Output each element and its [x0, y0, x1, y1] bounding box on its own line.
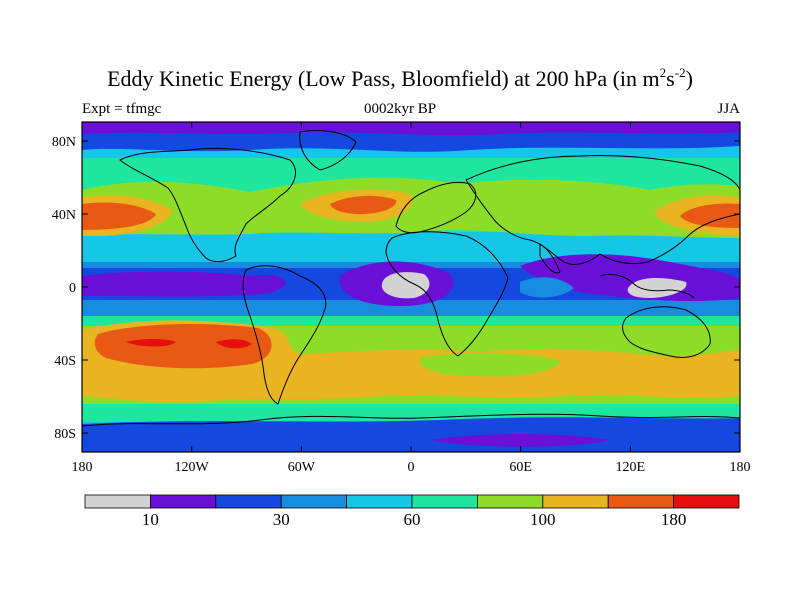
colorbar-label: 60 — [404, 510, 421, 529]
lon-label: 60W — [288, 460, 316, 475]
antarctic-purple — [430, 434, 610, 447]
lon-label: 180 — [730, 460, 751, 475]
lat-axis: 80N 40N 0 40S 80S — [52, 135, 740, 442]
colorbar-swatch — [215, 494, 282, 509]
title-sup-2: 2 — [659, 65, 667, 80]
lon-label: 0 — [408, 460, 415, 475]
sh-red-core-east — [216, 339, 252, 349]
lat-label: 40N — [52, 208, 76, 223]
lat-label: 0 — [69, 281, 76, 296]
title-sup-minus2: -2 — [674, 65, 686, 80]
coast-antarctica — [82, 413, 740, 427]
time-label: 0002kyr BP — [363, 101, 437, 117]
sh-red-core-west — [126, 339, 176, 347]
colorbar-swatch — [84, 494, 151, 509]
sh-green-gap-atlantic — [419, 352, 560, 377]
colorbar-swatch — [673, 494, 740, 509]
coast-north-america — [119, 147, 296, 263]
colorbar-swatch — [280, 494, 348, 509]
coastlines — [82, 129, 740, 427]
eq-grey-indonesia — [627, 278, 687, 298]
coast-south-america — [242, 265, 327, 405]
nh-atlantic-orange — [330, 195, 397, 214]
colorbar-swatch — [476, 494, 544, 509]
lon-label: 180 — [72, 460, 93, 475]
experiment-label: Expt = tfmgc — [82, 101, 162, 117]
colorbar-swatch — [149, 494, 217, 509]
title-text: Eddy Kinetic Energy (Low Pass, Bloomfiel… — [107, 66, 660, 91]
colorbar: 10 30 60 100 180 — [84, 494, 740, 529]
colorbar-label: 30 — [273, 510, 290, 529]
lon-label: 60E — [509, 460, 532, 475]
coast-asia — [465, 154, 740, 265]
colorbar-label: 10 — [142, 510, 159, 529]
eq-purple-indopacific — [520, 254, 740, 302]
nh-pacific-orange-east — [680, 203, 740, 228]
coast-africa — [385, 231, 509, 357]
coast-indonesia — [599, 273, 695, 299]
colorbar-swatch — [542, 494, 609, 509]
eq-grey-atlantic — [381, 272, 430, 299]
title-close-paren: ) — [685, 66, 693, 91]
eke-contour-field — [82, 122, 740, 452]
nh-pacific-orange-west — [82, 202, 156, 230]
lon-label: 120E — [616, 460, 646, 475]
colorbar-swatch — [411, 494, 478, 509]
season-label: JJA — [717, 101, 740, 117]
chart-title: Eddy Kinetic Energy (Low Pass, Bloomfiel… — [0, 66, 800, 92]
lon-label: 120W — [175, 460, 210, 475]
coast-greenland — [299, 129, 357, 171]
colorbar-swatch — [346, 494, 413, 509]
eq-blue-indian — [520, 277, 574, 298]
colorbar-swatch — [607, 494, 675, 509]
title-unit-s: s — [666, 66, 675, 91]
coast-india — [539, 243, 561, 274]
eq-purple-pacific — [82, 271, 286, 297]
lat-label: 40S — [54, 354, 76, 369]
lat-label: 80N — [52, 135, 76, 150]
lon-axis: 180 120W 60W 0 60E 120E 180 — [72, 122, 751, 475]
coast-australia — [622, 306, 711, 358]
sh-orange-pacific — [94, 324, 272, 369]
colorbar-label: 180 — [661, 510, 687, 529]
arctic-purple-cap — [82, 122, 740, 136]
colorbar-label: 100 — [530, 510, 556, 529]
lat-label: 80S — [54, 427, 76, 442]
